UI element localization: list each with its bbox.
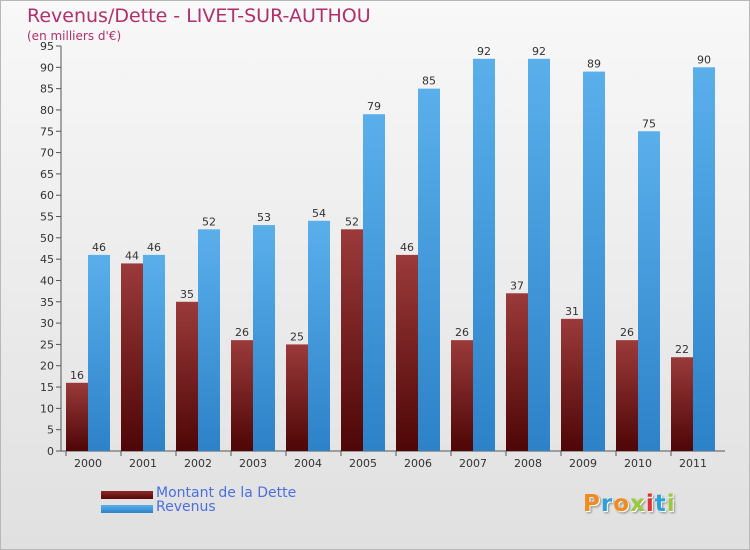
x-tick-label: 2007 xyxy=(459,457,487,470)
y-tick-label: 75 xyxy=(40,125,54,138)
y-tick-label: 15 xyxy=(40,381,54,394)
revenue-bar xyxy=(528,58,550,451)
revenue-bar-label: 46 xyxy=(92,241,106,254)
y-tick-label: 0 xyxy=(47,445,54,458)
debt-bar xyxy=(451,340,473,451)
logo-letter: P xyxy=(583,491,601,517)
debt-bar xyxy=(506,293,528,451)
debt-bar-label: 22 xyxy=(675,343,689,356)
debt-bar-label: 52 xyxy=(345,215,359,228)
debt-bar-label: 26 xyxy=(455,326,469,339)
debt-bar-label: 25 xyxy=(290,330,304,343)
x-tick-label: 2002 xyxy=(184,457,212,470)
revenue-bar xyxy=(583,71,605,451)
debt-bar xyxy=(616,340,638,451)
chart-axes: 0 5 10 15 20 25 30 35 40 45 50 55 60 65 70 75 80 85 90 95 20… xyxy=(40,40,725,470)
revenue-bar-label: 52 xyxy=(202,215,216,228)
y-tick-label: 85 xyxy=(40,83,54,96)
chart-title: Revenus/Dette - LIVET-SUR-AUTHOU xyxy=(27,5,371,27)
legend-label-revenue: Revenus xyxy=(156,499,216,515)
x-tick-label: 2001 xyxy=(129,457,157,470)
debt-bar xyxy=(286,344,308,451)
debt-bar xyxy=(231,340,253,451)
logo-letter: r xyxy=(600,491,614,517)
debt-bar xyxy=(66,382,88,451)
revenue-bar xyxy=(418,88,440,451)
y-tick-label: 50 xyxy=(40,232,54,245)
y-tick-label: 5 xyxy=(47,424,54,437)
x-tick-label: 2008 xyxy=(514,457,542,470)
x-tick-label: 2004 xyxy=(294,457,322,470)
x-tick-label: 2010 xyxy=(624,457,652,470)
debt-bar-label: 46 xyxy=(400,241,414,254)
revenue-bar-label: 90 xyxy=(697,53,711,66)
logo-letter: i xyxy=(666,491,676,517)
debt-bar-label: 37 xyxy=(510,279,524,292)
x-tick-label: 2005 xyxy=(349,457,377,470)
legend-swatch-revenue xyxy=(101,505,153,513)
x-tick-label: 2003 xyxy=(239,457,267,470)
y-tick-label: 25 xyxy=(40,338,54,351)
chart-subtitle: (en milliers d'€) xyxy=(27,29,122,43)
revenue-bar xyxy=(473,58,495,451)
debt-bar-label: 16 xyxy=(70,369,84,382)
debt-bar xyxy=(341,229,363,451)
y-tick-label: 80 xyxy=(40,104,54,117)
revenue-bar xyxy=(253,225,275,451)
y-tick-label: 10 xyxy=(40,402,54,415)
revenue-bar-label: 46 xyxy=(147,241,161,254)
y-tick-label: 60 xyxy=(40,189,54,202)
revenue-bar xyxy=(638,131,660,451)
revenue-bar xyxy=(88,254,110,451)
y-tick-label: 95 xyxy=(40,40,54,53)
debt-bar-label: 31 xyxy=(565,305,579,318)
revenue-bar xyxy=(693,67,715,451)
debt-bar xyxy=(396,254,418,451)
y-tick-label: 30 xyxy=(40,317,54,330)
debt-bar-label: 35 xyxy=(180,288,194,301)
legend-label-debt: Montant de la Dette xyxy=(156,485,297,501)
chart-data-labels: 16 44 35 26 25 52 46 26 37 31 26 22 46 46 52 53 54 79 85 92… xyxy=(70,45,711,382)
revenue-bar-label: 89 xyxy=(587,58,601,71)
logo-letter: x xyxy=(630,491,646,517)
revenue-bar-label: 54 xyxy=(312,207,326,220)
logo-letter: o xyxy=(613,491,631,517)
revenue-bar xyxy=(198,229,220,451)
proxiti-logo: Proxiti xyxy=(583,491,676,517)
x-tick-label: 2006 xyxy=(404,457,432,470)
y-tick-label: 55 xyxy=(40,211,54,224)
revenue-bar-label: 53 xyxy=(257,211,271,224)
y-tick-label: 70 xyxy=(40,147,54,160)
debt-bar-label: 26 xyxy=(235,326,249,339)
debt-bar-label: 44 xyxy=(125,249,139,262)
x-tick-label: 2011 xyxy=(679,457,707,470)
revenue-bar xyxy=(143,254,165,451)
revenue-bar-label: 92 xyxy=(532,45,546,58)
revenue-bar xyxy=(308,220,330,451)
y-tick-label: 20 xyxy=(40,360,54,373)
revenue-bar-label: 79 xyxy=(367,100,381,113)
revenue-bar-label: 85 xyxy=(422,75,436,88)
legend-swatch-debt xyxy=(101,491,153,499)
y-tick-label: 65 xyxy=(40,168,54,181)
y-tick-label: 90 xyxy=(40,61,54,74)
x-tick-label: 2009 xyxy=(569,457,597,470)
chart-bars xyxy=(66,58,715,452)
logo-letter: t xyxy=(654,491,667,517)
revenue-bar-label: 92 xyxy=(477,45,491,58)
x-tick-label: 2000 xyxy=(74,457,102,470)
debt-bar xyxy=(121,263,143,451)
debt-bar xyxy=(176,301,198,451)
y-tick-label: 35 xyxy=(40,296,54,309)
debt-bar-label: 26 xyxy=(620,326,634,339)
revenue-bar-label: 75 xyxy=(642,117,656,130)
revenue-bar xyxy=(363,114,385,452)
debt-bar xyxy=(671,357,693,451)
y-tick-label: 40 xyxy=(40,274,54,287)
debt-bar xyxy=(561,318,583,451)
logo-letter: i xyxy=(645,491,655,517)
y-tick-label: 45 xyxy=(40,253,54,266)
